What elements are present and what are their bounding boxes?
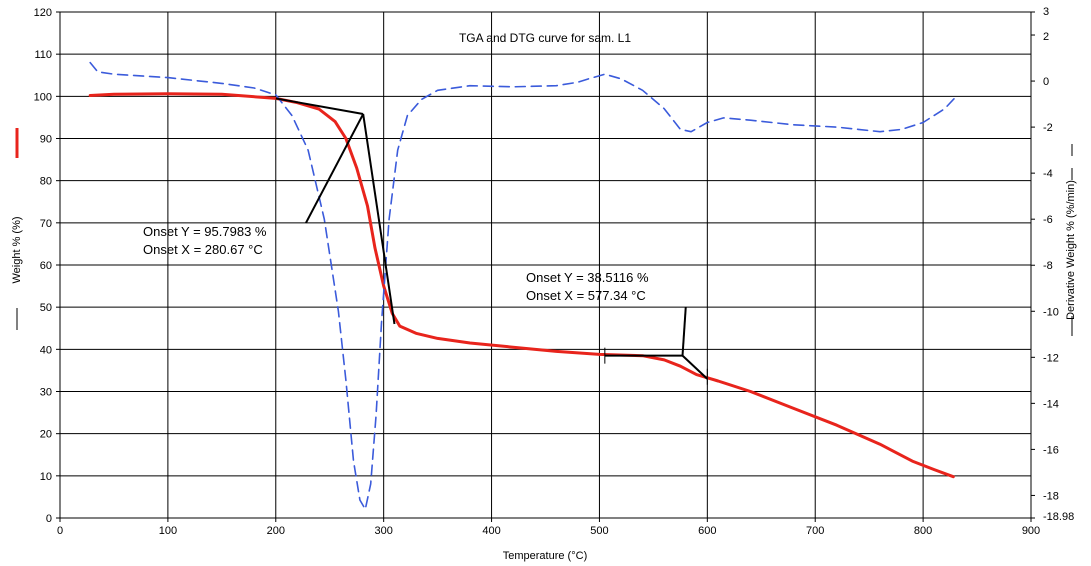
x-tick-label: 500 bbox=[590, 525, 608, 537]
y-tick-label: 30 bbox=[40, 387, 52, 399]
y2-tick-label: -18 bbox=[1043, 490, 1059, 502]
y-tick-label: 60 bbox=[40, 260, 52, 272]
x-tick-label: 200 bbox=[267, 525, 285, 537]
onset-tangent-line bbox=[362, 113, 396, 325]
x-tick-label: 400 bbox=[482, 525, 500, 537]
y2-tick-label: -14 bbox=[1043, 398, 1059, 410]
dtg-curve bbox=[89, 61, 957, 511]
x-tick-label: 900 bbox=[1022, 525, 1040, 537]
y-tick-label: 80 bbox=[40, 176, 52, 188]
y-tick-label: 40 bbox=[40, 344, 52, 356]
x-tick-label: 700 bbox=[806, 525, 824, 537]
y-tick-label: 20 bbox=[40, 429, 52, 441]
y-tick-label: 90 bbox=[40, 134, 52, 146]
y2-tick-label: -16 bbox=[1043, 444, 1059, 456]
y2-tick-label: -4 bbox=[1043, 168, 1053, 180]
y2-tick-label: -12 bbox=[1043, 352, 1059, 364]
y2-tick-labels: 3 2 0 -2 -4 -6 -8 -10 -12 -14 -16 -18 -18.98 bbox=[1043, 6, 1074, 523]
onset-tangent-line bbox=[305, 113, 365, 224]
x-tick-label: 300 bbox=[374, 525, 392, 537]
y2-tick-label: -18.98 bbox=[1043, 511, 1074, 523]
y-axis-title: Weight % (%) bbox=[11, 216, 23, 283]
y2-tick-label: 0 bbox=[1043, 76, 1049, 88]
x-tick-label: 800 bbox=[914, 525, 932, 537]
series-group bbox=[88, 61, 957, 511]
y2-tick-label: -6 bbox=[1043, 214, 1053, 226]
y2-tick-label: 3 bbox=[1043, 6, 1049, 18]
gridlines bbox=[56, 11, 1035, 522]
x-tick-label: 0 bbox=[57, 525, 63, 537]
onset-tangent-line bbox=[681, 307, 687, 356]
y-tick-label: 110 bbox=[34, 49, 52, 61]
chart-title: TGA and DTG curve for sam. L1 bbox=[459, 31, 631, 45]
y2-tick-label: -8 bbox=[1043, 260, 1053, 272]
y2-axis-title: Derivative Weight % (%/min) bbox=[1065, 180, 1077, 320]
onset-tangents bbox=[275, 97, 709, 385]
onset-tangent-line bbox=[275, 97, 364, 116]
onset1-y-label: Onset Y = 95.7983 % bbox=[143, 224, 267, 239]
onset-tangent-line bbox=[681, 354, 709, 380]
tga-curve bbox=[88, 92, 955, 479]
y-tick-label: 50 bbox=[40, 302, 52, 314]
y-tick-labels: 0 10 20 30 40 50 60 70 80 90 100 110 120 bbox=[34, 7, 52, 525]
y2-tick-label: -2 bbox=[1043, 122, 1053, 134]
y-tick-label: 120 bbox=[34, 7, 52, 19]
x-axis-title: Temperature (°C) bbox=[503, 550, 587, 562]
onset2-y-label: Onset Y = 38.5116 % bbox=[526, 270, 649, 285]
y2-tick-label: -10 bbox=[1043, 306, 1059, 318]
y-tick-label: 100 bbox=[34, 91, 52, 103]
y-tick-label: 0 bbox=[46, 513, 52, 525]
y-tick-label: 10 bbox=[40, 471, 52, 483]
onset2-x-label: Onset X = 577.34 °C bbox=[526, 288, 646, 303]
y-tick-label: 70 bbox=[40, 218, 52, 230]
x-tick-label: 100 bbox=[159, 525, 177, 537]
y2-tick-label: 2 bbox=[1043, 31, 1049, 43]
onset1-x-label: Onset X = 280.67 °C bbox=[143, 242, 263, 257]
x-tick-label: 600 bbox=[698, 525, 716, 537]
x-tick-labels: 0 100 200 300 400 500 600 700 800 900 bbox=[57, 525, 1040, 537]
